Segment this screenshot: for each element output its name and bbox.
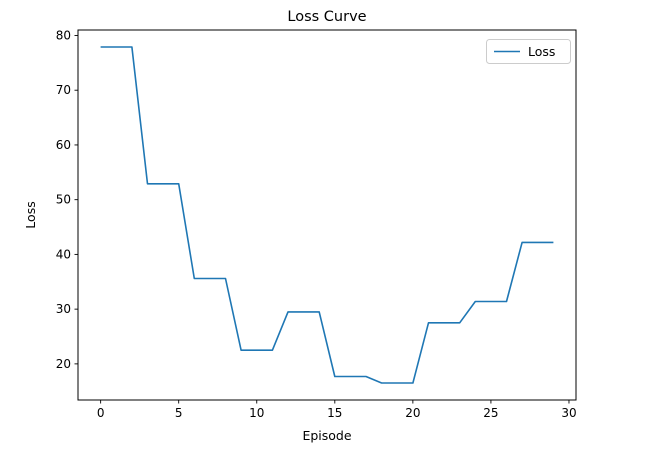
x-tick-label: 30 bbox=[561, 406, 576, 420]
loss-line-series bbox=[100, 46, 554, 384]
plot-area-border bbox=[77, 29, 577, 401]
legend: Loss bbox=[486, 39, 571, 64]
y-tick-label: 70 bbox=[56, 83, 71, 97]
y-tick-label: 50 bbox=[56, 193, 71, 207]
x-tick-label: 5 bbox=[175, 406, 183, 420]
x-axis-ticks: 0 5 10 15 20 25 30 bbox=[97, 400, 577, 420]
x-tick-label: 15 bbox=[327, 406, 342, 420]
chart-title: Loss Curve bbox=[287, 9, 366, 25]
y-axis-label: Loss bbox=[23, 201, 38, 228]
x-tick-label: 25 bbox=[483, 406, 498, 420]
legend-label: Loss bbox=[528, 44, 555, 59]
legend-frame bbox=[486, 39, 571, 64]
y-tick-label: 80 bbox=[56, 28, 71, 42]
y-tick-label: 20 bbox=[56, 357, 71, 371]
x-tick-label: 0 bbox=[97, 406, 105, 420]
y-tick-label: 40 bbox=[56, 247, 71, 261]
y-tick-label: 30 bbox=[56, 302, 71, 316]
x-axis-label: Episode bbox=[302, 428, 351, 443]
y-axis-ticks: 20 30 40 50 60 70 80 bbox=[56, 28, 78, 371]
x-tick-label: 10 bbox=[249, 406, 264, 420]
x-tick-label: 20 bbox=[405, 406, 420, 420]
y-tick-label: 60 bbox=[56, 138, 71, 152]
